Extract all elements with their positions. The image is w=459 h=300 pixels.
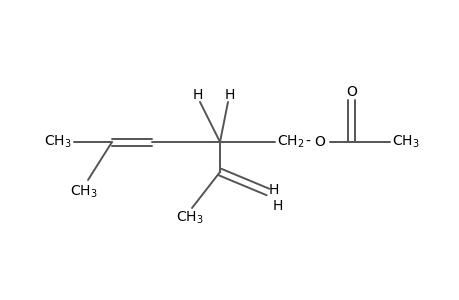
Text: O: O — [314, 135, 325, 149]
Text: H: H — [224, 88, 235, 102]
Text: O: O — [346, 85, 357, 99]
Text: CH$_2$: CH$_2$ — [276, 134, 304, 150]
Text: CH$_3$: CH$_3$ — [391, 134, 419, 150]
Text: H: H — [272, 199, 283, 213]
Text: CH$_3$: CH$_3$ — [70, 184, 98, 200]
Text: CH$_3$: CH$_3$ — [44, 134, 72, 150]
Text: H: H — [192, 88, 203, 102]
Text: CH$_3$: CH$_3$ — [176, 210, 203, 226]
Text: H: H — [268, 183, 279, 197]
Text: -: - — [305, 135, 310, 149]
